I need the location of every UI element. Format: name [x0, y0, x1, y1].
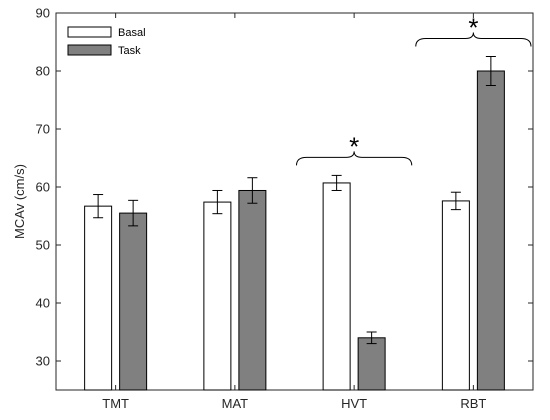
error-bars — [93, 56, 496, 345]
y-tick-label: 80 — [36, 64, 50, 79]
bars — [84, 70, 505, 391]
legend-swatch — [67, 44, 112, 56]
y-axis-label: MCAv (cm/s) — [12, 164, 27, 239]
bar — [357, 337, 386, 391]
significance-brace — [415, 32, 532, 47]
y-tick-label: 70 — [36, 122, 50, 137]
legend: Basal Task — [67, 26, 146, 57]
bar — [84, 205, 113, 391]
y-tick-label: 90 — [36, 6, 50, 21]
x-tick-label: RBT — [460, 396, 486, 411]
bar — [203, 201, 232, 391]
bar — [322, 182, 351, 391]
bar — [441, 200, 470, 391]
plot-frame — [55, 12, 534, 391]
significance-star: * — [349, 131, 359, 161]
bar — [238, 189, 267, 391]
y-tick-label: 60 — [36, 180, 50, 195]
y-tick-label: 50 — [36, 238, 50, 253]
x-tick-label: HVT — [341, 396, 367, 411]
bar — [119, 212, 148, 391]
significance-annotations: ** — [296, 13, 532, 166]
legend-label: Basal — [118, 27, 146, 39]
bar — [476, 70, 505, 391]
axes: 30 40 50 60 70 80 90 MCAv (cm/s) TMT MAT HVT RBT — [12, 6, 534, 411]
legend-label: Task — [118, 45, 141, 57]
significance-brace — [296, 151, 413, 166]
legend-swatch — [67, 26, 112, 38]
y-tick-label: 30 — [36, 354, 50, 369]
x-tick-label: TMT — [102, 396, 129, 411]
x-tick-label: MAT — [222, 396, 249, 411]
significance-star: * — [468, 13, 478, 43]
y-tick-label: 40 — [36, 296, 50, 311]
